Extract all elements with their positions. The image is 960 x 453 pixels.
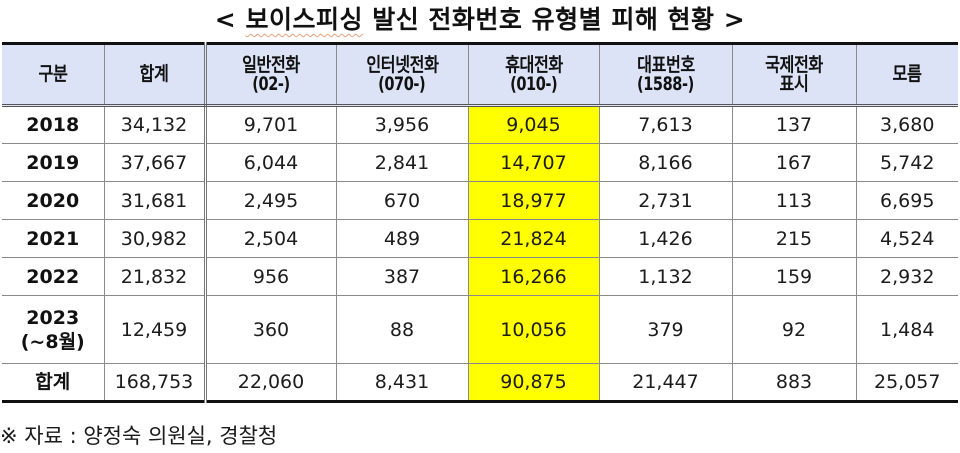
row-label: 2021 bbox=[2, 219, 105, 258]
cell-total: 12,459 bbox=[103, 295, 207, 364]
cell-representative-number: 2,731 bbox=[598, 181, 733, 220]
cell-total: 31,681 bbox=[103, 181, 207, 220]
cell-unknown: 3,680 bbox=[855, 105, 958, 144]
cell-mobile-phone: 21,824 bbox=[467, 219, 600, 258]
header-landline: 일반전화 (02-) bbox=[204, 42, 337, 107]
header-label: 구분 bbox=[38, 63, 68, 85]
cell-landline: 956 bbox=[204, 257, 337, 296]
cell-total: 34,132 bbox=[103, 105, 207, 144]
table-row-total: 합계 168,753 22,060 8,431 90,875 21,447 88… bbox=[2, 363, 958, 403]
cell-unknown: 4,524 bbox=[855, 219, 958, 258]
header-sublabel: 표시 bbox=[779, 72, 809, 95]
cell-total: 30,982 bbox=[103, 219, 207, 258]
header-label: 휴대전화 bbox=[504, 53, 563, 76]
cell-international-display: 159 bbox=[731, 257, 857, 296]
cell-internet-phone: 88 bbox=[335, 295, 469, 364]
cell-mobile-phone: 10,056 bbox=[467, 295, 600, 364]
source-note: ※ 자료 : 양정숙 의원실, 경찰청 bbox=[0, 424, 278, 448]
header-total: 합계 bbox=[103, 42, 207, 107]
cell-unknown: 6,695 bbox=[855, 181, 958, 220]
row-label: 2022 bbox=[2, 257, 105, 296]
table-row: 2023 (~8월) 12,459 360 88 10,056 379 92 1,… bbox=[2, 295, 958, 364]
table-title: < 보이스피싱 발신 전화번호 유형별 피해 현황 > bbox=[0, 2, 960, 38]
cell-internet-phone: 2,841 bbox=[335, 143, 469, 182]
cell-landline: 360 bbox=[204, 295, 337, 364]
cell-internet-phone: 3,956 bbox=[335, 105, 469, 144]
cell-international-display: 113 bbox=[731, 181, 857, 220]
header-sublabel: (1588-) bbox=[637, 72, 694, 95]
cell-internet-phone: 489 bbox=[335, 219, 469, 258]
cell-international-display: 215 bbox=[731, 219, 857, 258]
cell-mobile-phone: 90,875 bbox=[467, 363, 600, 403]
cell-mobile-phone: 14,707 bbox=[467, 143, 600, 182]
row-label: 2023 (~8월) bbox=[2, 295, 105, 364]
header-label: 인터넷전화 bbox=[365, 53, 439, 76]
cell-internet-phone: 8,431 bbox=[335, 363, 469, 403]
header-label: 국제전화 bbox=[765, 53, 823, 76]
header-representative-number: 대표번호 (1588-) bbox=[598, 42, 733, 107]
table-row: 2019 37,667 6,044 2,841 14,707 8,166 167… bbox=[2, 143, 958, 182]
cell-landline: 2,504 bbox=[204, 219, 337, 258]
cell-total: 168,753 bbox=[103, 363, 207, 403]
damage-by-phone-type-table: 구분 합계 일반전화 (02-) 인터넷전화 (070-) 휴대전화 (010-) 대… bbox=[2, 42, 958, 403]
cell-representative-number: 1,426 bbox=[598, 219, 733, 258]
row-label: 2020 bbox=[2, 181, 105, 220]
title-open-bracket: < bbox=[214, 5, 237, 34]
header-label: 합계 bbox=[139, 63, 169, 85]
cell-international-display: 167 bbox=[731, 143, 857, 182]
row-label-period: (~8월) bbox=[20, 330, 85, 353]
title-rest: 발신 전화번호 유형별 피해 현황 bbox=[372, 5, 715, 34]
cell-representative-number: 379 bbox=[598, 295, 733, 364]
cell-international-display: 137 bbox=[731, 105, 857, 144]
header-category: 구분 bbox=[2, 42, 105, 107]
cell-landline: 2,495 bbox=[204, 181, 337, 220]
cell-total: 37,667 bbox=[103, 143, 207, 182]
header-mobile-phone: 휴대전화 (010-) bbox=[467, 42, 600, 107]
cell-unknown: 5,742 bbox=[855, 143, 958, 182]
row-label: 합계 bbox=[2, 363, 105, 403]
header-row: 구분 합계 일반전화 (02-) 인터넷전화 (070-) 휴대전화 (010-) 대… bbox=[2, 42, 958, 107]
title-highlighted-word: 보이스피싱 bbox=[245, 5, 363, 34]
cell-landline: 22,060 bbox=[204, 363, 337, 403]
title-close-bracket: > bbox=[723, 5, 746, 34]
cell-internet-phone: 670 bbox=[335, 181, 469, 220]
cell-unknown: 1,484 bbox=[855, 295, 958, 364]
cell-mobile-phone: 9,045 bbox=[467, 105, 600, 144]
header-sublabel: (070-) bbox=[378, 72, 426, 95]
cell-international-display: 883 bbox=[731, 363, 857, 403]
cell-international-display: 92 bbox=[731, 295, 857, 364]
table-row: 2018 34,132 9,701 3,956 9,045 7,613 137 … bbox=[2, 105, 958, 144]
cell-internet-phone: 387 bbox=[335, 257, 469, 296]
cell-landline: 6,044 bbox=[204, 143, 337, 182]
header-sublabel: (02-) bbox=[252, 72, 290, 95]
header-international-display: 국제전화 표시 bbox=[731, 42, 857, 107]
cell-representative-number: 7,613 bbox=[598, 105, 733, 144]
cell-mobile-phone: 18,977 bbox=[467, 181, 600, 220]
row-label-year: 2023 bbox=[26, 306, 80, 329]
table-row: 2020 31,681 2,495 670 18,977 2,731 113 6… bbox=[2, 181, 958, 220]
table-row: 2021 30,982 2,504 489 21,824 1,426 215 4… bbox=[2, 219, 958, 258]
row-label: 2019 bbox=[2, 143, 105, 182]
cell-mobile-phone: 16,266 bbox=[467, 257, 600, 296]
header-unknown: 모름 bbox=[855, 42, 958, 107]
header-internet-phone: 인터넷전화 (070-) bbox=[335, 42, 469, 107]
cell-representative-number: 1,132 bbox=[598, 257, 733, 296]
table-row: 2022 21,832 956 387 16,266 1,132 159 2,9… bbox=[2, 257, 958, 296]
cell-landline: 9,701 bbox=[204, 105, 337, 144]
cell-unknown: 25,057 bbox=[855, 363, 958, 403]
header-label: 대표번호 bbox=[636, 53, 695, 76]
cell-unknown: 2,932 bbox=[855, 257, 958, 296]
cell-representative-number: 21,447 bbox=[598, 363, 733, 403]
row-label: 2018 bbox=[2, 105, 105, 144]
header-sublabel: (010-) bbox=[509, 72, 558, 95]
cell-total: 21,832 bbox=[103, 257, 207, 296]
header-label: 모름 bbox=[892, 63, 922, 85]
header-label: 일반전화 bbox=[242, 53, 300, 76]
cell-representative-number: 8,166 bbox=[598, 143, 733, 182]
